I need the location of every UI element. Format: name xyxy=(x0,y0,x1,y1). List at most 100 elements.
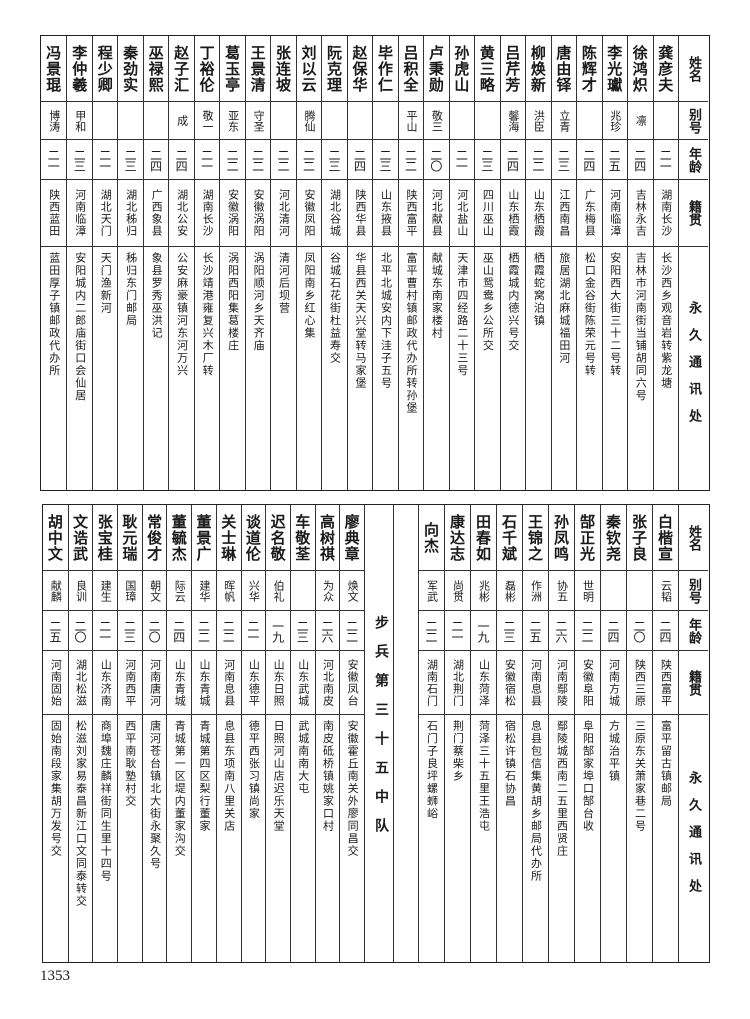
cell-native: 河南唐河 xyxy=(148,658,162,707)
cell-alias: 焕文 xyxy=(346,579,360,602)
person-column: 张子良 二〇 陕西三原 三原东关萧家巷二号 xyxy=(626,505,652,962)
blank-column xyxy=(393,505,418,962)
cell-name: 巫禄熙 xyxy=(146,44,165,93)
cell-alias: 立青 xyxy=(557,109,571,132)
cell-address: 石门子良坪螺蛳峪 xyxy=(425,720,439,820)
cell-alias: 腾仙 xyxy=(303,109,317,132)
cell-native: 江西南昌 xyxy=(557,189,571,237)
cell-address: 息县包信集黄胡乡邮局代办所 xyxy=(529,720,543,883)
cell-name: 白楷宣 xyxy=(656,513,674,562)
cell-native: 湖北谷城 xyxy=(328,189,342,237)
header-age: 年龄 xyxy=(686,146,701,173)
cell-age: 二四 xyxy=(632,148,647,171)
person-column: 李光瓛 兆珍 二五 河南临漳 安阳西大街三十二号转 xyxy=(601,36,628,490)
cell-name: 柳焕新 xyxy=(528,44,547,93)
cell-age: 二三 xyxy=(122,619,137,642)
cell-name: 程少卿 xyxy=(95,44,114,93)
cell-name: 康达志 xyxy=(448,513,466,562)
person-column: 董毓杰 际云 二四 山东青城 青城第一区堤内董家沟交 xyxy=(166,505,192,962)
person-column: 刘以云 腾仙 二二 安徽凤阳 凤阳南乡红心集 xyxy=(295,36,322,490)
cell-native: 陕西富平 xyxy=(404,189,418,237)
cell-age: 二〇 xyxy=(428,148,443,171)
header-alias: 别号 xyxy=(686,577,701,604)
cell-address: 长沙靖港雍复兴木厂转 xyxy=(201,252,215,377)
cell-address: 三原东关萧家巷二号 xyxy=(633,720,647,833)
cell-native: 山东武城 xyxy=(296,658,310,707)
cell-name: 高树祺 xyxy=(317,513,336,562)
person-column: 吕芹芳 馨海 二四 山东栖霞 栖霞城内德兴号交 xyxy=(499,36,526,490)
cell-age: 二二 xyxy=(221,619,236,642)
cell-native: 安徽涡阳 xyxy=(252,189,266,237)
cell-alias: 磊彬 xyxy=(503,579,517,602)
header-column: 姓名 别号 年龄 籍贯 永久通讯处 xyxy=(678,505,708,962)
cell-address: 富平曹村镇邮政代办所转孙堡 xyxy=(404,252,418,415)
cell-name: 吕积全 xyxy=(401,44,420,93)
cell-alias: 伯礼 xyxy=(272,579,286,602)
cell-alias: 兆彬 xyxy=(477,579,491,602)
cell-name: 胡中文 xyxy=(45,513,64,562)
cell-alias: 为众 xyxy=(321,579,335,602)
cell-alias: 国璋 xyxy=(123,579,137,602)
header-address: 永久通讯处 xyxy=(686,300,701,436)
cell-address: 息县东项南八里关店 xyxy=(222,720,236,833)
cell-native: 吉林永吉 xyxy=(634,189,648,237)
person-column: 徐鸿炽凛二四 吉林永吉 吉林市河南街当铺胡同六号 xyxy=(627,36,653,490)
cell-native: 河北南皮 xyxy=(321,658,335,707)
cell-age: 二四 xyxy=(171,619,186,642)
cell-age: 二六 xyxy=(319,619,334,642)
person-column: 孙凤鸣 协五 二六 河南鄢陵 鄢陵城西南二五里西贤庄 xyxy=(548,505,574,962)
cell-address: 公安麻豪镇河东河万兴 xyxy=(175,252,189,377)
cell-name: 王锦之 xyxy=(526,513,544,562)
cell-native: 陕西蓝田 xyxy=(47,189,61,237)
cell-name: 孙虎山 xyxy=(452,44,471,93)
cell-age: 二二 xyxy=(344,619,359,642)
cell-alias: 博涛 xyxy=(47,109,61,132)
cell-alias: 际云 xyxy=(173,579,187,602)
cell-age: 二四 xyxy=(174,148,189,171)
cell-address: 北平北城安内下洼子五号 xyxy=(379,252,393,390)
cell-alias: 甲和 xyxy=(73,109,87,132)
cell-address: 涡阳西阳集葛楼庄 xyxy=(226,252,240,352)
person-column: 李仲羲 甲和 二三 河南临漳 安阳城内二郎庙街口会仙居 xyxy=(66,36,92,490)
cell-address: 鄢陵城西南二五里西贤庄 xyxy=(555,720,569,858)
cell-address: 天门渔新河 xyxy=(99,252,113,315)
person-column: 赵保华 二四 陕西华县 华县西关天兴堂转马家堡 xyxy=(346,36,373,490)
header-native: 籍贯 xyxy=(686,669,701,696)
cell-address: 谷城石花街杜益寿交 xyxy=(328,252,342,365)
person-column: 丁裕伦 敬一 二一 湖南长沙 长沙靖港雍复兴木厂转 xyxy=(193,36,220,490)
cell-age: 二二 xyxy=(276,148,291,171)
cell-age: 二一 xyxy=(46,148,61,171)
cell-native: 河北献县 xyxy=(430,189,444,237)
person-column: 秦钦尧 二四 河南方城 方城治平镇 xyxy=(600,505,626,962)
person-column: 秦劲实 二三 湖北秭归 秭归东门邮局 xyxy=(117,36,143,490)
cell-name: 郜正光 xyxy=(578,513,596,562)
person-column: 王景清 守圣 二二 安徽涡阳 涡阳顺河乡天齐庙 xyxy=(244,36,271,490)
cell-address: 涡阳顺河乡天齐庙 xyxy=(252,252,266,352)
cell-age: 二二 xyxy=(530,148,545,171)
cell-name: 王景清 xyxy=(248,44,267,93)
person-column: 冯景琨 博涛 二一 陕西蓝田 蓝田厚子镇邮政代办所 xyxy=(41,36,67,490)
cell-name: 孙凤鸣 xyxy=(552,513,570,562)
cell-alias: 良训 xyxy=(74,579,88,602)
cell-alias: 敬三 xyxy=(430,109,444,132)
cell-alias: 守圣 xyxy=(252,109,266,132)
cell-alias: 亚东 xyxy=(226,109,240,132)
person-column: 董景广 建华 二二 山东青城 青城第四区梨行董家 xyxy=(191,505,216,962)
cell-native: 河南方城 xyxy=(607,658,621,707)
person-column: 唐由铎 立青 二三 江西南昌 旅居湖北麻城福田河 xyxy=(550,36,577,490)
cell-name: 毕作仁 xyxy=(375,44,394,93)
header-column: 姓名 别号 年龄 籍贯 永久通讯处 xyxy=(678,36,708,490)
cell-native: 湖南石门 xyxy=(425,658,439,707)
cell-name: 龚彦夫 xyxy=(656,44,675,93)
cell-name: 耿元瑞 xyxy=(120,513,139,562)
cell-address: 荆门蔡柴乡 xyxy=(451,720,465,783)
page-number: 1353 xyxy=(40,968,70,984)
cell-address: 巫山鸳鸯乡公所交 xyxy=(481,252,495,352)
person-column: 耿元瑞 国璋 二三 河南西平 西平南耿塾村交 xyxy=(117,505,142,962)
cell-age: 二五 xyxy=(47,619,62,642)
cell-name: 李光瓛 xyxy=(605,44,624,93)
cell-age: 二三 xyxy=(295,619,310,642)
cell-age: 二三 xyxy=(123,148,138,171)
cell-name: 车敬荃 xyxy=(293,513,312,562)
cell-age: 二一 xyxy=(245,619,260,642)
